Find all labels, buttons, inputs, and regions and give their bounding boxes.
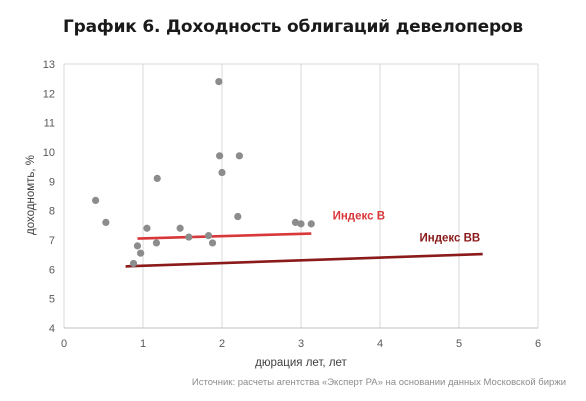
trendline-label: Индекс В [333,210,385,222]
data-point [215,78,223,86]
x-tick-label: 6 [535,338,541,350]
y-tick-label: 4 [49,323,55,335]
data-point [152,239,161,247]
trendline-labels: Индекс В Индекс ВВ [333,210,481,244]
trendline [125,252,483,268]
y-tick-label: 9 [49,176,55,188]
y-tick-label: 6 [49,264,55,276]
y-tick-label: 7 [49,235,55,247]
y-tick-label: 13 [43,59,55,71]
data-point [102,218,110,226]
data-point [216,152,224,160]
data-point [234,212,242,221]
y-tick-label: 5 [49,294,55,306]
data-point [153,174,161,182]
source-note: Источник: расчеты агентства «Эксперт РА»… [191,377,566,388]
data-points [92,78,315,268]
data-point [291,218,300,226]
data-point [143,224,151,232]
x-axis-ticks: 0 1 2 3 4 5 6 [61,338,541,350]
trendlines [125,232,483,268]
y-tick-label: 10 [43,147,55,159]
x-tick-label: 4 [377,338,383,350]
data-point [185,233,193,241]
data-point [297,220,305,228]
data-point [208,239,217,247]
x-tick-label: 2 [219,338,225,350]
data-point [92,196,100,204]
data-point [218,168,226,177]
y-tick-label: 8 [49,206,55,218]
data-point [235,152,243,160]
data-point [176,224,184,232]
data-point [133,242,142,250]
x-tick-label: 5 [456,338,462,350]
x-tick-label: 1 [140,338,146,350]
y-tick-label: 12 [43,88,55,100]
trendline [137,232,312,240]
chart-title: График 6. Доходность облигаций девелопер… [63,17,523,37]
data-point [129,259,138,268]
gridlines [63,63,539,329]
y-axis-title: доходномть, % [25,155,37,235]
trendline-label: Индекс ВВ [420,232,481,244]
data-point [137,249,145,257]
y-tick-label: 11 [44,118,55,130]
data-point [204,232,213,240]
x-axis-title: дюрация лет, лет [255,357,347,369]
y-axis-ticks: 4 5 6 7 8 9 10 11 12 13 [43,59,55,335]
x-tick-label: 3 [298,338,304,350]
data-point [307,220,315,228]
x-tick-label: 0 [61,338,67,350]
